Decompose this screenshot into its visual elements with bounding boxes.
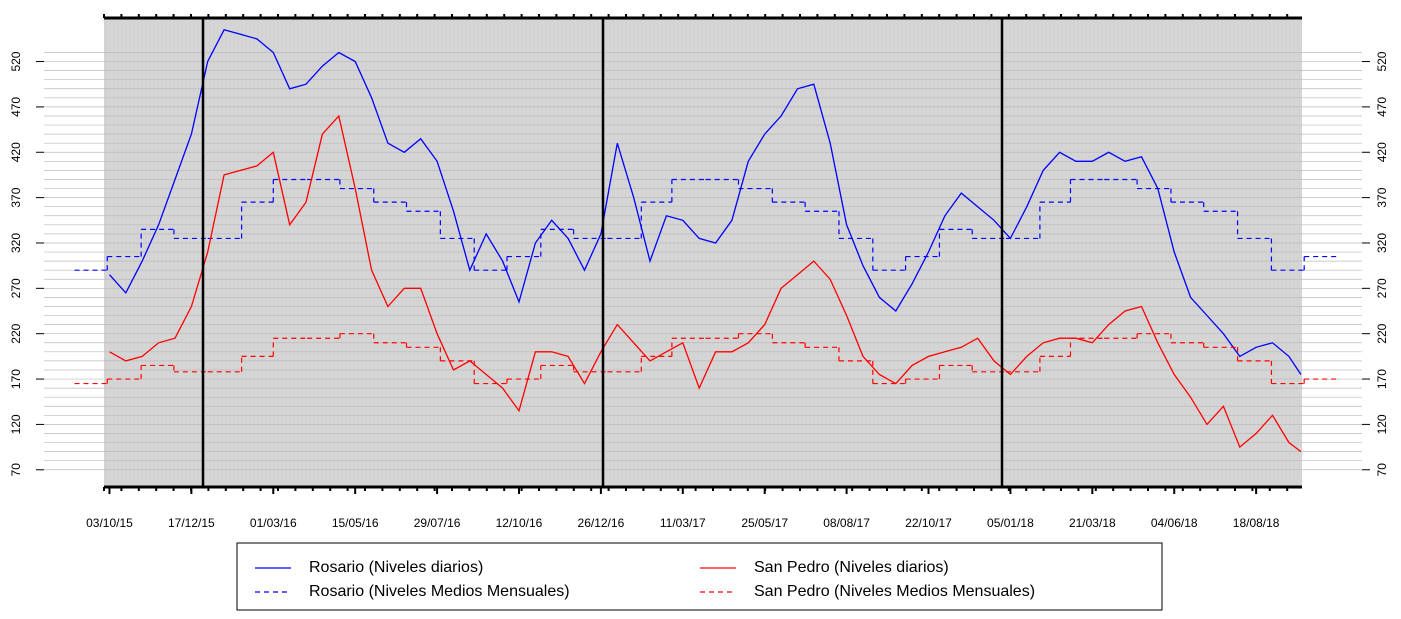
x-tick-label: 21/03/18 — [1069, 516, 1116, 530]
y-tick-label: 420 — [9, 142, 23, 162]
legend-label: Rosario (Niveles Medios Mensuales) — [309, 583, 570, 600]
legend-label: San Pedro (Niveles diarios) — [754, 559, 949, 576]
legend — [236, 542, 1163, 611]
y-tick-label: 520 — [9, 51, 23, 71]
y-tick-label: 170 — [9, 369, 23, 389]
x-tick-label: 08/08/17 — [823, 516, 870, 530]
legend-label: San Pedro (Niveles Medios Mensuales) — [754, 583, 1035, 600]
legend-entries: Rosario (Niveles diarios) Rosario (Nivele… — [255, 559, 1035, 600]
series-line — [109, 29, 1302, 375]
x-tick-label: 12/10/16 — [496, 516, 543, 530]
y-tick-label: 470 — [9, 97, 23, 117]
x-tick-label: 26/12/16 — [578, 516, 625, 530]
y-tick-label: 220 — [9, 323, 23, 343]
y-tick-label: 520 — [1375, 51, 1389, 71]
x-tick-label: 05/01/18 — [987, 516, 1034, 530]
y-tick-label: 320 — [9, 233, 23, 253]
y-tick-label: 220 — [1375, 323, 1389, 343]
x-tick-label: 18/08/18 — [1233, 516, 1280, 530]
y-tick-label: 120 — [1375, 414, 1389, 434]
y-tick-label: 370 — [9, 187, 23, 207]
x-tick-label: 01/03/16 — [250, 516, 297, 530]
y-tick-label: 270 — [1375, 278, 1389, 298]
y-tick-label: 470 — [1375, 97, 1389, 117]
y-tick-label: 70 — [1375, 463, 1389, 477]
y-tick-label: 70 — [9, 463, 23, 477]
y-tick-label: 370 — [1375, 187, 1389, 207]
y-tick-label: 420 — [1375, 142, 1389, 162]
plot-background — [104, 18, 1302, 487]
y-tick-label: 270 — [9, 278, 23, 298]
axis-ticks — [36, 14, 1370, 494]
x-tick-label: 22/10/17 — [905, 516, 952, 530]
x-tick-label: 15/05/16 — [332, 516, 379, 530]
x-tick-label: 25/05/17 — [741, 516, 788, 530]
x-tick-label: 29/07/16 — [414, 516, 461, 530]
x-tick-label: 04/06/18 — [1151, 516, 1198, 530]
y-tick-label: 170 — [1375, 369, 1389, 389]
series-line — [109, 114, 1302, 453]
x-tick-label: 11/03/17 — [660, 516, 706, 530]
y-tick-label: 120 — [9, 414, 23, 434]
x-tick-label: 03/10/15 — [86, 516, 133, 530]
y-tick-label: 320 — [1375, 233, 1389, 253]
series-layer — [74, 29, 1337, 453]
x-tick-label: 17/12/15 — [168, 516, 215, 530]
legend-label: Rosario (Niveles diarios) — [309, 559, 483, 576]
